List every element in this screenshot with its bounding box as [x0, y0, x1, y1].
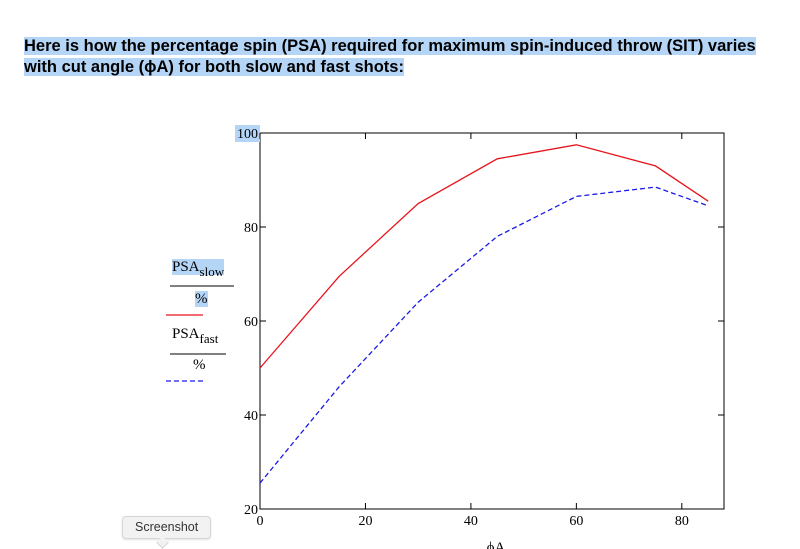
series-line-fast: [259, 186, 709, 484]
ytick-label-highlight: [235, 125, 260, 142]
heading-line-1: Here is how the percentage spin (PSA) re…: [24, 37, 756, 55]
heading-line-2: with cut angle (ϕA) for both slow and fa…: [24, 58, 404, 76]
legend-fast-label: PSAfast: [172, 326, 218, 347]
y-tick-labels: 20 40 60 80 100: [237, 127, 258, 518]
y-tick-label: 60: [244, 315, 258, 330]
legend-slow-label: PSAslow: [172, 259, 225, 280]
legend-slow-denominator: %: [195, 291, 208, 307]
axis-ticks: [259, 132, 724, 510]
plot-frame: [259, 132, 725, 510]
legend-fast-sub: fast: [199, 331, 219, 346]
x-tick-label: 60: [569, 514, 583, 529]
x-tick-label: 0: [257, 514, 264, 529]
x-tick-labels: 0 20 40 60 80: [257, 514, 689, 529]
legend-slow-main: PSA: [172, 259, 200, 275]
heading-text: Here is how the percentage spin (PSA) re…: [24, 36, 794, 78]
y-tick-label: 80: [244, 221, 258, 236]
y-tick-label: 40: [244, 409, 258, 424]
legend-fast-main: PSA: [172, 326, 200, 342]
x-tick-label: 80: [675, 514, 689, 529]
series-line-slow: [259, 144, 709, 369]
x-tick-label: 20: [358, 514, 372, 529]
x-axis-label: ϕA: [487, 540, 506, 549]
legend-slow-sub: slow: [199, 264, 225, 279]
x-tick-label: 40: [464, 514, 478, 529]
series-layer: [259, 144, 709, 484]
screenshot-tooltip: Screenshot: [122, 516, 212, 539]
y-tick-label: 100: [237, 127, 258, 142]
y-tick-label: 20: [244, 503, 258, 518]
legend-fast-denominator: %: [193, 357, 206, 373]
